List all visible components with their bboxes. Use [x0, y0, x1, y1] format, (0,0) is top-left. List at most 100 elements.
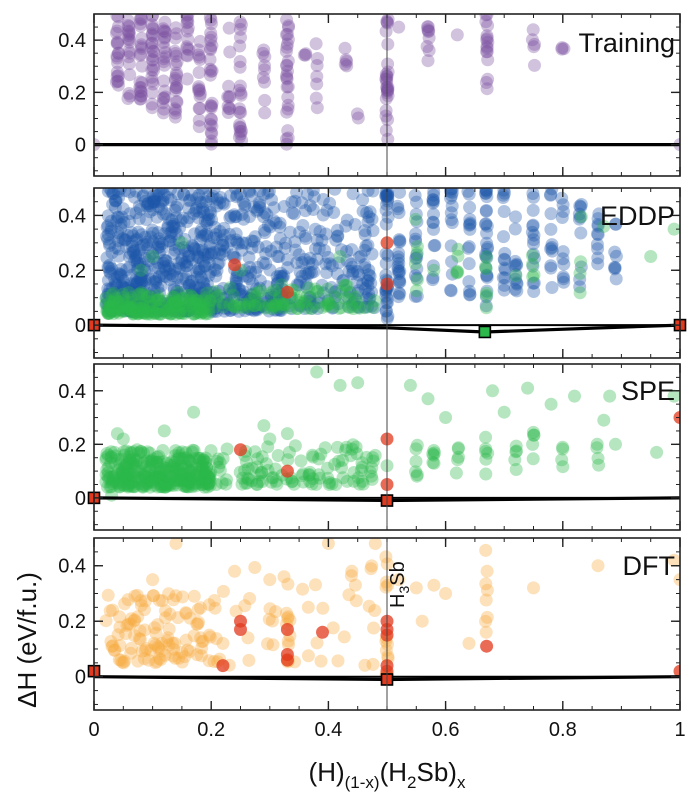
training-structures-point — [233, 55, 247, 68]
EDDP-blue-point — [426, 193, 440, 207]
SPE-green-point — [140, 454, 154, 468]
training-structures-point — [222, 21, 236, 35]
EDDP-blue-point — [182, 296, 196, 310]
SPE-green-point — [172, 446, 186, 460]
EDDP-green-point — [115, 304, 129, 318]
EDDP-green-point — [103, 303, 117, 317]
SPE-green-point — [479, 430, 493, 444]
EDDP-blue-point — [190, 192, 203, 205]
EDDP-green-point — [340, 278, 354, 292]
EDDP-blue-point — [608, 245, 622, 259]
DFT-orange-point — [99, 614, 113, 628]
EDDP-green-point — [186, 307, 200, 321]
EDDP-blue-point — [135, 228, 149, 242]
training-structures-point — [193, 34, 207, 48]
EDDP-blue-point — [195, 223, 208, 237]
DFT-orange-point — [149, 626, 163, 640]
EDDP-blue-point — [445, 188, 459, 195]
EDDP-blue-point — [232, 304, 246, 318]
EDDP-blue-point — [270, 270, 284, 284]
EDDP-blue-point — [156, 304, 170, 318]
SPE-green-point — [154, 480, 168, 494]
SPE-green-point — [427, 444, 441, 457]
DFT-orange-point — [216, 584, 230, 598]
EDDP-blue-point — [148, 195, 162, 209]
EDDP-blue-point — [555, 211, 569, 224]
EDDP-blue-point — [330, 267, 344, 281]
DFT-orange-point — [146, 573, 160, 587]
SPE-green-point — [196, 471, 210, 485]
EDDP-blue-point — [228, 188, 242, 195]
training-structures-point — [281, 64, 294, 78]
EDDP-green-point — [238, 298, 251, 311]
SPE-green-point — [117, 448, 131, 462]
EDDP-green-point — [223, 298, 237, 312]
DFT-orange-point — [281, 610, 295, 624]
training-structures-point — [146, 77, 160, 91]
EDDP-blue-point — [116, 299, 130, 313]
EDDP-blue-point — [120, 263, 134, 277]
SPE-green-point — [427, 448, 441, 462]
EDDP-green-point — [450, 266, 464, 280]
EDDP-blue-point — [133, 278, 147, 292]
EDDP-blue-point — [243, 272, 256, 286]
SPE-green-point — [151, 480, 165, 494]
EDDP-blue-point — [445, 188, 459, 199]
EDDP-blue-point — [132, 304, 146, 318]
EDDP-green-point — [125, 293, 139, 307]
DFT-orange-point — [113, 610, 126, 624]
EDDP-blue-point — [161, 190, 175, 204]
DFT-orange-point — [134, 598, 148, 612]
EDDP-green-point — [427, 263, 441, 277]
EDDP-green-point — [169, 295, 182, 309]
EDDP-blue-point — [123, 207, 137, 221]
SPE-green-point — [182, 475, 195, 489]
SPE-green-point — [187, 444, 201, 458]
EDDP-blue-point — [480, 269, 494, 283]
EDDP-blue-point — [303, 293, 317, 307]
EDDP-blue-point — [157, 269, 171, 283]
EDDP-blue-point — [105, 304, 119, 318]
EDDP-blue-point — [205, 303, 218, 317]
SPE-green-point — [168, 455, 182, 469]
SPE-green-point — [178, 471, 192, 485]
SPE-green-point — [296, 467, 310, 481]
SPE-green-point — [196, 460, 209, 474]
EDDP-green-point — [233, 300, 247, 314]
EDDP-blue-point — [364, 276, 378, 290]
EDDP-green-point — [267, 299, 281, 313]
EDDP-blue-point — [479, 188, 493, 197]
SPE-green-point — [597, 413, 611, 427]
training-structures-point — [338, 41, 352, 55]
EDDP-blue-point — [301, 268, 315, 281]
EDDP-green-point — [117, 304, 131, 318]
EDDP-blue-point — [130, 271, 143, 285]
EDDP-blue-point — [182, 211, 196, 225]
SPE-green-point — [104, 445, 118, 459]
EDDP-blue-point — [361, 188, 375, 197]
EDDP-blue-point — [196, 202, 210, 216]
EDDP-blue-point — [127, 285, 141, 299]
SPE-green-point — [153, 455, 167, 469]
DFT-orange-point — [105, 639, 119, 653]
EDDP-blue-point — [227, 291, 241, 305]
EDDP-blue-point — [510, 276, 524, 290]
EDDP-blue-point — [340, 213, 354, 227]
SPE-green-point — [171, 460, 185, 474]
y-tick-label: 0.2 — [58, 611, 86, 633]
EDDP-blue-point — [545, 244, 559, 258]
EDDP-blue-point — [176, 302, 190, 315]
EDDP-blue-point — [168, 243, 182, 257]
EDDP-green-point — [156, 304, 170, 318]
SPE-green-point — [135, 479, 149, 493]
training-structures-point — [279, 44, 293, 58]
EDDP-blue-point — [189, 302, 203, 316]
EDDP-blue-point — [134, 202, 147, 216]
SPE-green-point — [145, 469, 159, 483]
DFT-orange-point — [166, 636, 180, 650]
EDDP-blue-point — [191, 300, 205, 314]
EDDP-blue-point — [161, 259, 175, 273]
SPE-green-point — [355, 474, 369, 488]
EDDP-blue-point — [260, 208, 274, 222]
EDDP-blue-point — [125, 226, 138, 240]
